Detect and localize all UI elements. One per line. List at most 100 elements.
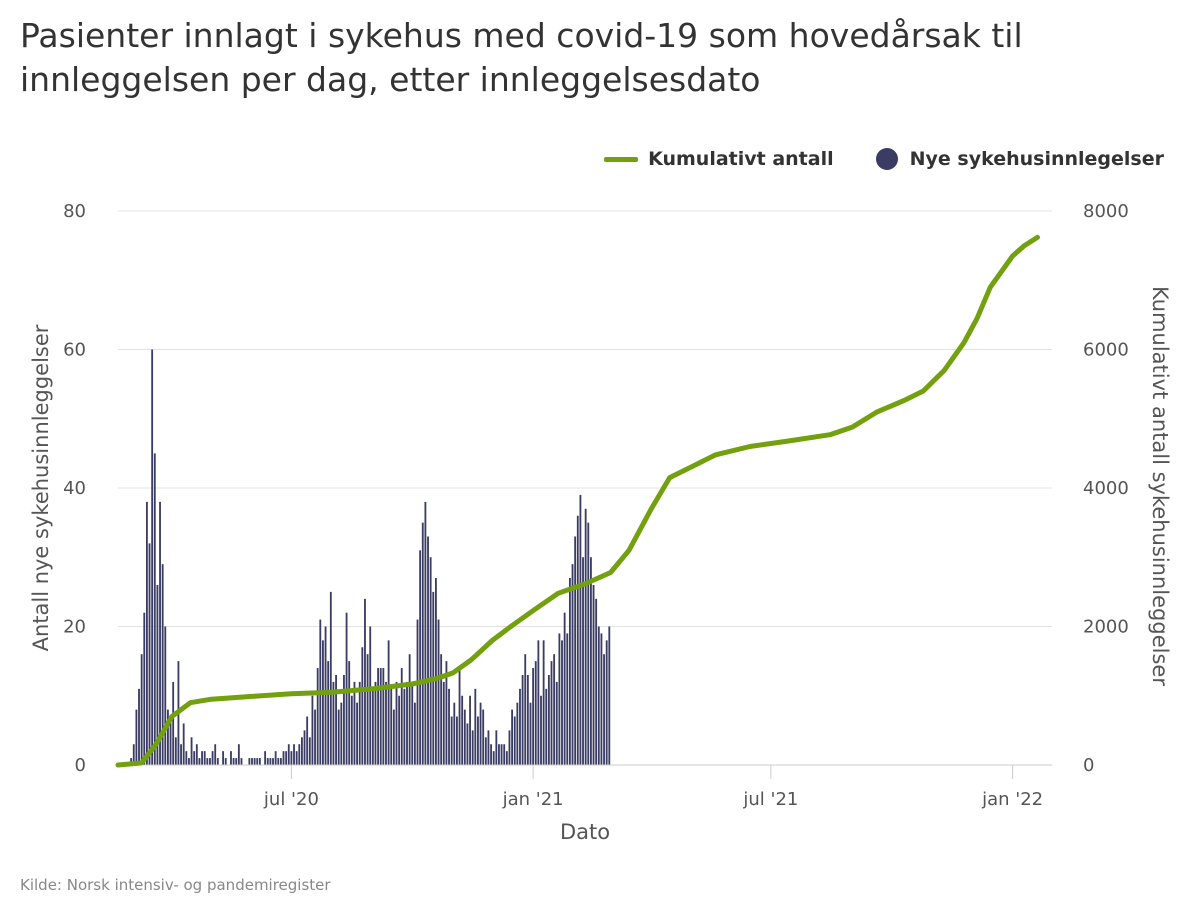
bar bbox=[547, 674, 550, 765]
bar bbox=[413, 702, 416, 765]
bar bbox=[306, 716, 309, 765]
bar bbox=[576, 515, 579, 765]
bar bbox=[138, 688, 140, 765]
bar bbox=[185, 751, 188, 765]
bar bbox=[479, 702, 482, 765]
bar bbox=[251, 758, 253, 765]
bar bbox=[424, 501, 427, 765]
bar bbox=[327, 661, 330, 766]
bar bbox=[592, 584, 595, 765]
bar bbox=[416, 619, 419, 765]
bar bbox=[145, 501, 148, 765]
y-left-tick-label: 60 bbox=[63, 340, 86, 361]
bar bbox=[272, 758, 274, 765]
legend-item-cumulative[interactable]: Kumulativt antall bbox=[604, 148, 834, 170]
bar bbox=[500, 744, 503, 765]
bar bbox=[240, 758, 243, 765]
bar bbox=[566, 633, 569, 765]
bar bbox=[277, 758, 280, 765]
legend-line-swatch bbox=[604, 156, 639, 162]
bar bbox=[503, 744, 506, 765]
y-right-tick-label: 6000 bbox=[1083, 340, 1129, 361]
bar bbox=[235, 758, 238, 765]
bar bbox=[466, 723, 469, 765]
bar bbox=[371, 688, 374, 765]
bar bbox=[411, 681, 414, 765]
bar bbox=[224, 758, 227, 765]
bar bbox=[453, 702, 456, 765]
bar bbox=[353, 681, 356, 765]
bar bbox=[448, 688, 450, 765]
bar bbox=[382, 668, 385, 765]
bar bbox=[322, 640, 324, 765]
bar bbox=[172, 681, 175, 765]
bar bbox=[392, 709, 395, 765]
bar bbox=[550, 661, 553, 766]
x-tick-label: jul '20 bbox=[263, 789, 319, 810]
bar bbox=[151, 349, 154, 765]
bar bbox=[490, 744, 492, 765]
bar bbox=[198, 758, 201, 765]
bar bbox=[387, 640, 390, 765]
bar bbox=[348, 661, 351, 766]
bar bbox=[216, 758, 219, 765]
bar bbox=[445, 661, 448, 766]
y-left-tick-label: 0 bbox=[75, 755, 86, 776]
bar bbox=[167, 709, 169, 765]
y-right-axis-title: Kumulativt antall sykehusinnleggelser bbox=[1148, 286, 1172, 686]
bar bbox=[461, 695, 464, 765]
bar bbox=[132, 744, 135, 765]
bar bbox=[161, 564, 164, 765]
bar bbox=[542, 640, 545, 765]
x-axis-title: Dato bbox=[560, 820, 610, 844]
bar bbox=[600, 633, 603, 765]
bar bbox=[574, 536, 577, 765]
bar bbox=[287, 744, 290, 765]
bar bbox=[590, 557, 592, 765]
bar bbox=[266, 758, 269, 765]
bar bbox=[201, 751, 203, 765]
x-tick-label: jul '21 bbox=[742, 789, 798, 810]
bar bbox=[214, 744, 217, 765]
bar bbox=[513, 716, 516, 765]
bar bbox=[193, 751, 196, 765]
bar bbox=[269, 758, 272, 765]
bar bbox=[379, 668, 382, 765]
bar bbox=[390, 688, 393, 765]
y-right-tick-label: 0 bbox=[1083, 755, 1094, 776]
bar bbox=[524, 654, 527, 765]
bar bbox=[403, 688, 406, 765]
bar bbox=[169, 716, 172, 765]
bar bbox=[487, 730, 490, 766]
bar bbox=[337, 709, 340, 765]
bar bbox=[301, 737, 303, 765]
bar bbox=[180, 744, 182, 765]
legend-label-new-admissions: Nye sykehusinnlegelser bbox=[909, 148, 1164, 170]
bar bbox=[429, 557, 432, 765]
bar bbox=[587, 522, 590, 766]
bar bbox=[308, 737, 311, 765]
bar bbox=[474, 688, 477, 765]
bar bbox=[526, 674, 529, 765]
bar bbox=[174, 737, 177, 765]
bar bbox=[603, 654, 605, 765]
bar bbox=[274, 751, 277, 765]
bar bbox=[582, 557, 584, 765]
bar bbox=[164, 626, 167, 765]
bar bbox=[419, 550, 422, 765]
legend-label-cumulative: Kumulativt antall bbox=[648, 148, 834, 170]
legend-item-new-admissions[interactable]: Nye sykehusinnlegelser bbox=[875, 148, 1164, 170]
bar bbox=[356, 702, 358, 765]
bar bbox=[558, 633, 561, 765]
bar bbox=[456, 716, 458, 765]
bar bbox=[385, 681, 387, 765]
bar bbox=[561, 640, 563, 765]
bar bbox=[156, 584, 159, 765]
bar bbox=[505, 751, 508, 765]
bar bbox=[335, 674, 337, 765]
bar bbox=[230, 751, 232, 765]
bar bbox=[358, 681, 361, 765]
bar bbox=[442, 681, 445, 765]
source-note: Kilde: Norsk intensiv- og pandemiregiste… bbox=[20, 876, 331, 894]
bar bbox=[195, 744, 198, 765]
